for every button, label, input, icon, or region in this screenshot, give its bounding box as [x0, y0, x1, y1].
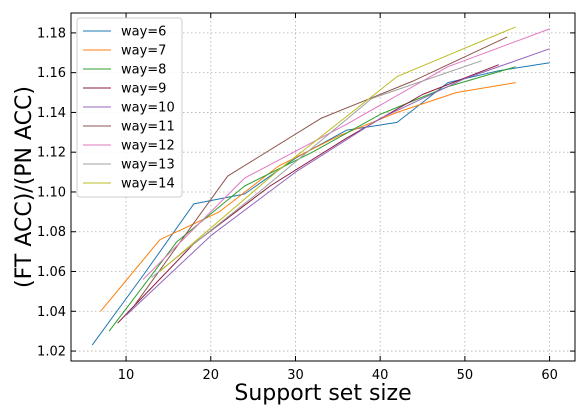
- x-axis-title: Support set size: [234, 381, 411, 406]
- legend-label-way-8: way=8: [121, 63, 166, 78]
- series-line-way-14: [159, 26, 516, 272]
- legend-label-way-7: way=7: [121, 44, 166, 59]
- series-line-way-13: [151, 60, 482, 278]
- series-lines: [91, 26, 550, 346]
- legend-label-way-6: way=6: [121, 25, 166, 40]
- legend-frame: [76, 17, 183, 198]
- y-tick-label: 1.16: [37, 66, 66, 81]
- legend: way=6 way=7 way=8 way=9 way=10 way=11 way=12 wa…: [76, 17, 183, 198]
- y-tick-label: 1.12: [37, 146, 66, 161]
- series-line-way-11: [134, 36, 508, 306]
- series-line-way-12: [142, 28, 550, 280]
- y-tick-label: 1.06: [37, 265, 66, 280]
- legend-label-way-14: way=14: [121, 177, 175, 192]
- y-tick-label: 1.04: [37, 305, 66, 320]
- series-line-way-10: [125, 48, 550, 316]
- x-tick-label: 40: [372, 368, 389, 383]
- y-tick-label: 1.18: [37, 26, 66, 41]
- y-tick-label: 1.10: [37, 185, 66, 200]
- legend-label-way-13: way=13: [121, 158, 175, 173]
- legend-label-way-9: way=9: [121, 82, 166, 97]
- series-line-way-9: [117, 64, 499, 324]
- legend-label-way-10: way=10: [121, 101, 175, 116]
- legend-label-way-11: way=11: [121, 120, 175, 135]
- y-tick-label: 1.02: [37, 345, 66, 360]
- y-tick-label: 1.08: [37, 225, 66, 240]
- x-tick-label: 10: [118, 368, 135, 383]
- x-tick-label: 60: [541, 368, 558, 383]
- axis-ticks: 10 20 30 40 50 60 1.02 1.04 1.06 1.08 1.10 1.12 1.14…: [37, 13, 575, 383]
- y-tick-label: 1.14: [37, 106, 66, 121]
- plot-area-frame: [70, 12, 576, 362]
- x-tick-label: 50: [457, 368, 474, 383]
- legend-label-way-12: way=12: [121, 139, 175, 154]
- x-tick-label: 30: [287, 368, 304, 383]
- y-axis-title: (FT ACC)/(PN ACC): [12, 86, 37, 288]
- x-tick-label: 20: [202, 368, 219, 383]
